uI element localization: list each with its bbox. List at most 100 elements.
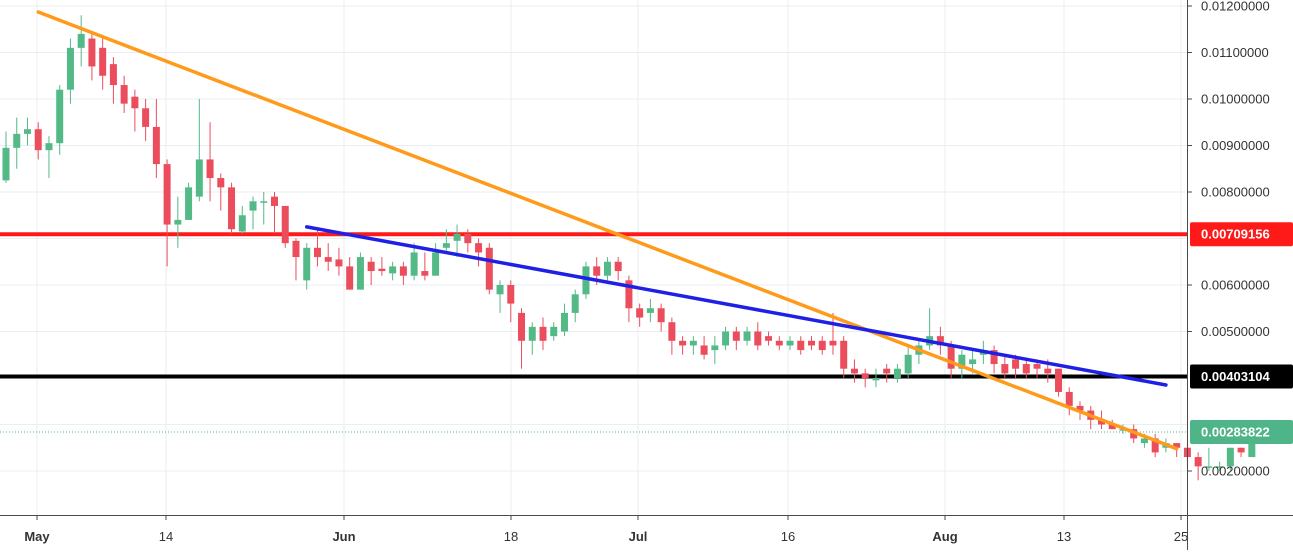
- candle: [475, 238, 483, 267]
- candle: [152, 99, 160, 179]
- candle-body: [840, 340, 848, 369]
- candle: [421, 252, 429, 281]
- y-tick-label: 0.01200000: [1201, 0, 1270, 14]
- candle-body: [152, 126, 160, 165]
- candle: [560, 303, 568, 337]
- candle-body: [722, 331, 730, 346]
- candle-body: [668, 322, 676, 341]
- candle: [346, 257, 354, 290]
- x-tick-label: 14: [159, 529, 173, 544]
- candle-body: [1001, 364, 1009, 374]
- candle: [271, 192, 278, 234]
- candle: [722, 326, 730, 351]
- candle: [582, 261, 590, 299]
- candle: [45, 136, 53, 179]
- candle-body: [904, 354, 912, 374]
- candle-body: [603, 261, 611, 276]
- candle-body: [174, 219, 182, 225]
- candle-body: [56, 89, 64, 144]
- candle: [324, 243, 332, 272]
- candle-body: [206, 159, 214, 179]
- candle-body: [389, 266, 397, 274]
- candle-body: [2, 147, 10, 181]
- candle: [34, 122, 42, 160]
- candle-body: [818, 340, 826, 351]
- candle: [775, 336, 783, 351]
- candle-body: [507, 285, 515, 304]
- candle-body: [421, 271, 429, 276]
- x-tick-label: 25: [1174, 529, 1188, 544]
- candle-body: [367, 261, 375, 272]
- candle-body: [550, 326, 558, 337]
- candle-body: [496, 285, 504, 295]
- candle: [367, 257, 375, 285]
- candle-body: [808, 340, 815, 346]
- candle: [786, 336, 794, 351]
- candle-body: [1055, 368, 1063, 392]
- candle-body: [883, 368, 891, 374]
- candle-body: [99, 47, 107, 76]
- candle-body: [657, 308, 665, 323]
- candle: [410, 243, 418, 281]
- candle-body: [77, 33, 85, 48]
- candle-body: [850, 368, 858, 374]
- candle-body: [45, 143, 53, 151]
- candle-body: [1173, 443, 1181, 448]
- candle: [657, 303, 665, 332]
- candle: [1151, 433, 1159, 458]
- candle-body: [1205, 466, 1213, 468]
- candle-body: [969, 359, 977, 365]
- candle: [77, 15, 85, 67]
- candle-body: [1097, 419, 1105, 425]
- candle-body: [754, 331, 762, 346]
- y-tick-label: 0.00900000: [1201, 138, 1270, 153]
- candle: [539, 317, 547, 351]
- trendlines: [36, 10, 1179, 451]
- x-tick-label: 13: [1057, 529, 1071, 544]
- candle-body: [142, 108, 150, 127]
- x-tick-label: May: [24, 529, 50, 544]
- candle-body: [23, 129, 31, 134]
- candle: [679, 336, 687, 355]
- candle-body: [464, 233, 472, 244]
- candle-body: [528, 326, 536, 341]
- candle: [958, 350, 966, 378]
- candle-body: [1140, 438, 1148, 444]
- candle-body: [238, 215, 246, 232]
- candle: [829, 312, 837, 355]
- candle-body: [1108, 424, 1116, 430]
- candle: [485, 243, 493, 295]
- candle: [861, 368, 869, 388]
- level-badge: [1190, 420, 1293, 445]
- candle: [378, 257, 386, 276]
- candle: [399, 261, 407, 285]
- candle-body: [829, 340, 837, 346]
- candle-body: [292, 240, 300, 258]
- candle-body: [185, 187, 193, 220]
- candle-body: [13, 133, 21, 148]
- candle: [550, 322, 558, 341]
- candle-body: [217, 178, 225, 188]
- candle-body: [765, 336, 773, 341]
- candle: [464, 229, 472, 253]
- price-levels: [0, 232, 1187, 433]
- candle-body: [1237, 447, 1245, 453]
- y-tick-label: 0.00200000: [1201, 464, 1270, 479]
- candle: [700, 336, 708, 360]
- candle: [185, 182, 193, 220]
- candle: [571, 289, 579, 323]
- candle-body: [689, 340, 697, 346]
- candle-body: [700, 345, 708, 355]
- candle-body: [271, 196, 278, 206]
- x-tick-label: 16: [781, 529, 795, 544]
- candle-body: [797, 340, 805, 351]
- candle-body: [1216, 466, 1224, 468]
- candle-body: [346, 266, 354, 290]
- candle-body: [88, 38, 96, 67]
- candle-body: [786, 340, 794, 346]
- candle-body: [872, 378, 880, 381]
- candle: [668, 317, 676, 355]
- candle-body: [303, 247, 311, 281]
- x-tick-label: Jul: [629, 529, 648, 544]
- candle-body: [442, 243, 450, 248]
